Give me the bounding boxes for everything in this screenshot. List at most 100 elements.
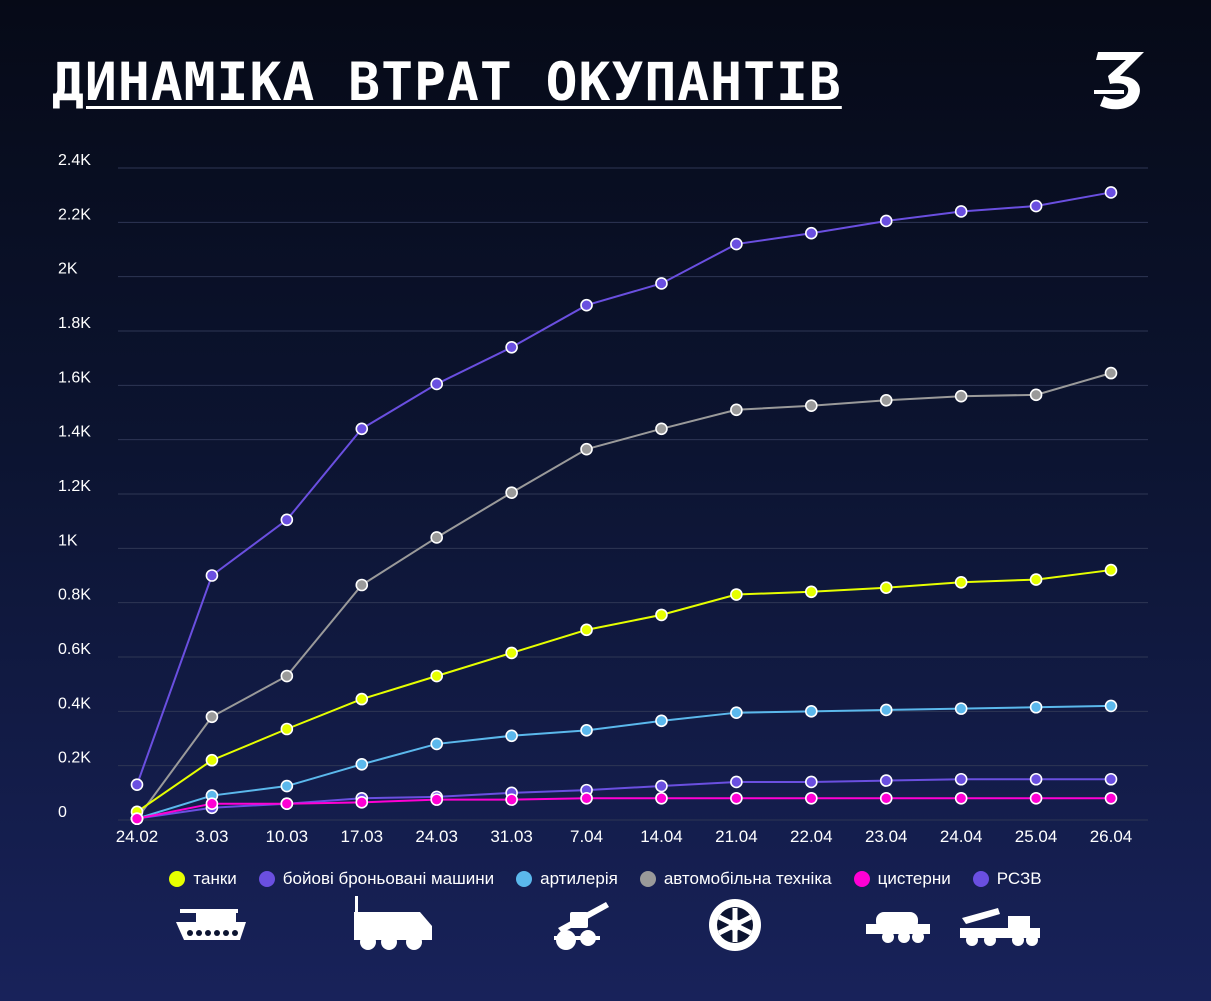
x-tick-label: 23.04 bbox=[865, 827, 908, 846]
x-tick-label: 26.04 bbox=[1090, 827, 1133, 846]
data-point bbox=[205, 753, 219, 767]
series-line bbox=[136, 569, 1112, 813]
data-point bbox=[954, 791, 968, 805]
y-tick-label: 1K bbox=[58, 532, 78, 549]
legend-dot bbox=[258, 871, 275, 887]
data-point bbox=[879, 393, 893, 407]
data-point bbox=[280, 797, 294, 811]
data-point bbox=[1104, 791, 1118, 805]
data-point bbox=[954, 772, 968, 786]
data-point bbox=[505, 729, 518, 743]
data-point bbox=[1104, 563, 1118, 577]
data-point bbox=[730, 403, 743, 417]
data-point bbox=[805, 791, 818, 805]
x-tick-label: 22.04 bbox=[790, 827, 833, 846]
x-tick-label: 10.03 bbox=[266, 827, 309, 846]
legend-dot bbox=[169, 871, 186, 887]
legend-item-tankers: цистерни bbox=[853, 869, 951, 889]
data-point bbox=[280, 669, 294, 683]
data-point bbox=[879, 703, 893, 717]
legend-label: РСЗВ bbox=[996, 869, 1042, 888]
y-tick-label: 0.8K bbox=[58, 587, 91, 604]
y-tick-label: 1.2K bbox=[58, 478, 91, 495]
data-point bbox=[805, 705, 818, 718]
data-point bbox=[805, 585, 818, 599]
legend-label: бойові броньовані машини bbox=[282, 869, 495, 888]
data-point bbox=[805, 399, 818, 413]
x-tick-label: 24.02 bbox=[116, 827, 159, 846]
data-point bbox=[355, 422, 369, 436]
data-point bbox=[655, 422, 668, 436]
data-point bbox=[580, 298, 593, 312]
legend-item-afv: бойові броньовані машини bbox=[258, 869, 495, 889]
y-tick-label: 0.6K bbox=[58, 641, 91, 658]
data-point bbox=[655, 608, 668, 622]
data-point bbox=[130, 812, 144, 825]
y-tick-label: 2.2K bbox=[58, 206, 91, 223]
data-point bbox=[730, 588, 743, 601]
data-point bbox=[505, 646, 518, 660]
data-point bbox=[580, 724, 593, 737]
y-tick-label: 0.4K bbox=[58, 695, 91, 712]
y-tick-label: 1.4K bbox=[58, 424, 91, 441]
data-point bbox=[355, 692, 369, 706]
series-layer bbox=[130, 186, 1118, 825]
data-point bbox=[130, 778, 144, 791]
data-point bbox=[805, 226, 818, 240]
legend-item-tanks: танки bbox=[169, 869, 237, 889]
y-tick-label: 2K bbox=[58, 261, 78, 278]
data-point bbox=[879, 774, 893, 787]
data-point bbox=[205, 569, 219, 582]
data-point bbox=[730, 706, 743, 719]
data-point bbox=[580, 791, 593, 805]
legend-item-vehicles: автомобільна техніка bbox=[639, 869, 832, 889]
data-point bbox=[355, 578, 369, 592]
data-point bbox=[655, 277, 668, 290]
data-point bbox=[730, 791, 743, 805]
x-tick-label: 24.03 bbox=[415, 827, 458, 846]
y-tick-label: 1.6K bbox=[58, 369, 91, 386]
data-point bbox=[1104, 772, 1118, 786]
data-point bbox=[430, 531, 443, 544]
page-title: ДИНАМІКА ВТРАТ ОКУПАНТІВ bbox=[52, 52, 842, 113]
data-point bbox=[355, 758, 369, 771]
y-tick-label: 1.8K bbox=[58, 315, 91, 332]
data-point bbox=[505, 486, 518, 499]
data-point bbox=[355, 796, 369, 809]
data-point bbox=[280, 513, 294, 527]
data-point bbox=[1104, 366, 1118, 380]
data-point bbox=[1029, 199, 1043, 213]
data-point bbox=[580, 442, 593, 456]
data-point bbox=[879, 581, 893, 595]
data-point bbox=[655, 714, 668, 728]
data-point bbox=[954, 575, 968, 589]
data-point bbox=[505, 793, 518, 806]
x-tick-label: 31.03 bbox=[490, 827, 533, 846]
data-point bbox=[1104, 186, 1118, 199]
data-point bbox=[505, 340, 518, 354]
data-point bbox=[1029, 772, 1043, 786]
data-point bbox=[1029, 388, 1043, 402]
y-tick-label: 0.2K bbox=[58, 750, 91, 767]
logo-3-icon bbox=[1094, 52, 1144, 110]
legend-label: танки bbox=[193, 869, 237, 888]
legend-label: артилерія bbox=[540, 869, 618, 888]
legend-dot bbox=[639, 871, 656, 887]
series-line bbox=[136, 704, 1112, 820]
data-point bbox=[280, 722, 294, 736]
data-point bbox=[805, 775, 818, 789]
data-point bbox=[430, 737, 443, 751]
legend-item-mlrs: РСЗВ bbox=[972, 869, 1042, 889]
data-point bbox=[954, 702, 968, 715]
data-point bbox=[580, 623, 593, 637]
series-line bbox=[136, 372, 1112, 820]
legend-dot bbox=[516, 871, 533, 887]
data-point bbox=[205, 710, 219, 724]
legend: танки бойові броньовані машини артилерія… bbox=[0, 869, 1211, 889]
axis-layer: 0 0.2K 0.4K 0.6K 0.8K 1K 1.2K 1.4K 1.6K 1.8K 2K 2.2… bbox=[58, 152, 1132, 846]
data-point bbox=[655, 791, 668, 805]
data-point bbox=[1104, 699, 1118, 713]
x-tick-label: 3.03 bbox=[195, 827, 228, 846]
data-point bbox=[730, 237, 743, 251]
